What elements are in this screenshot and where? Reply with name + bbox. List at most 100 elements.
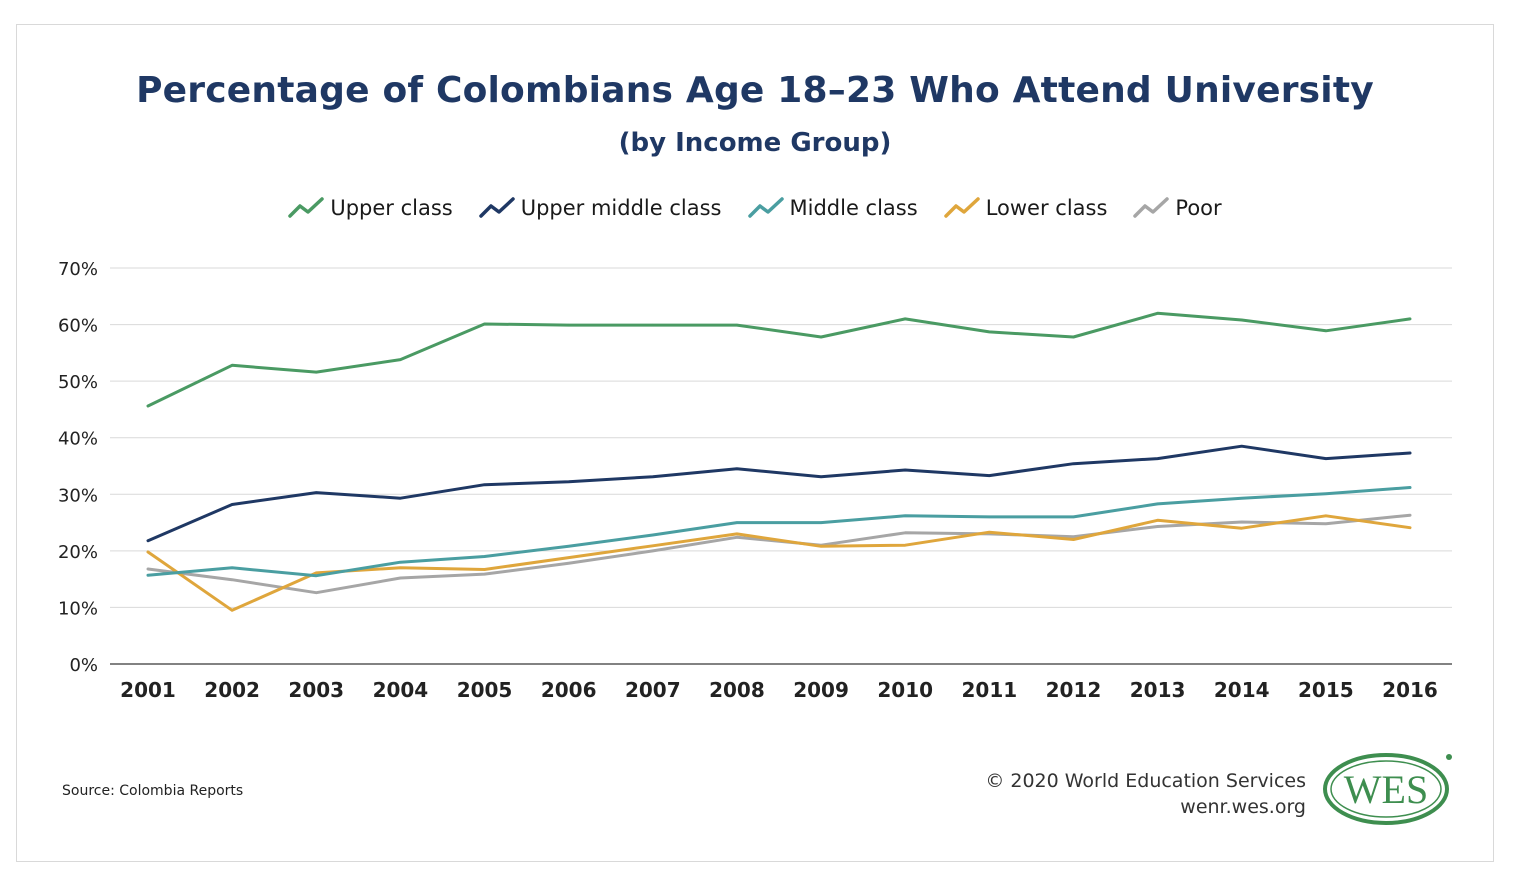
data-point <box>483 555 486 558</box>
data-point <box>819 521 823 524</box>
data-point <box>315 370 318 374</box>
legend-item: Upper middle class <box>478 196 722 220</box>
data-point <box>1156 525 1159 528</box>
data-point <box>988 515 991 519</box>
data-point <box>651 475 654 478</box>
copyright-block: © 2020 World Education Services wenr.wes… <box>985 768 1306 820</box>
chart-frame <box>16 24 1494 862</box>
wes-logo-text: WES <box>1344 767 1428 812</box>
chart-legend: Upper class Upper middle class Middle clas… <box>0 196 1510 220</box>
legend-swatch-icon <box>943 197 980 218</box>
data-point <box>315 571 318 575</box>
data-point <box>1324 522 1328 525</box>
data-point <box>230 609 234 612</box>
data-point <box>651 533 654 537</box>
data-point <box>819 335 823 339</box>
x-tick-label: 2006 <box>541 678 597 702</box>
data-point <box>988 474 991 477</box>
x-tick-label: 2002 <box>204 678 260 702</box>
data-point <box>230 578 234 581</box>
data-point <box>988 330 991 334</box>
data-point <box>1240 497 1243 500</box>
legend-label: Lower class <box>985 196 1108 220</box>
source-note: Source: Colombia Reports <box>62 783 244 799</box>
data-point <box>315 491 318 494</box>
legend-item: Lower class <box>943 196 1108 220</box>
data-point <box>146 567 150 571</box>
data-point <box>567 545 570 548</box>
data-point <box>735 536 739 539</box>
data-point <box>483 572 486 576</box>
x-tick-label: 2010 <box>877 678 933 702</box>
data-point <box>146 573 150 577</box>
legend-label: Upper middle class <box>520 196 722 220</box>
x-tick-label: 2015 <box>1298 678 1354 702</box>
y-tick-label: 20% <box>58 542 98 563</box>
y-tick-label: 30% <box>58 485 98 506</box>
legend-swatch-icon <box>288 197 325 218</box>
data-point <box>1240 318 1243 322</box>
data-point <box>567 480 570 484</box>
data-point <box>904 514 907 517</box>
data-point <box>146 404 150 408</box>
x-tick-label: 2003 <box>288 678 344 702</box>
data-point <box>1072 335 1075 339</box>
x-tick-label: 2001 <box>120 678 176 702</box>
data-point <box>904 531 907 534</box>
data-point <box>1156 312 1159 315</box>
data-point <box>1324 457 1328 460</box>
data-point <box>819 545 823 548</box>
data-point <box>651 323 654 327</box>
data-point <box>567 556 570 559</box>
data-point <box>1072 515 1075 519</box>
data-point <box>1240 527 1243 530</box>
y-tick-label: 70% <box>58 259 98 280</box>
data-point <box>1240 445 1243 448</box>
chart-subtitle: (by Income Group) <box>618 128 892 158</box>
data-point <box>1408 514 1412 517</box>
data-point <box>315 591 318 594</box>
x-tick-label: 2014 <box>1214 678 1270 702</box>
data-point <box>1072 538 1075 541</box>
x-tick-label: 2012 <box>1046 678 1102 702</box>
data-point <box>735 532 739 536</box>
legend-label: Middle class <box>789 196 918 220</box>
series-line-upper-class <box>146 311 1412 408</box>
data-point <box>735 323 739 327</box>
x-tick-label: 2016 <box>1382 678 1438 702</box>
y-tick-label: 60% <box>58 316 98 337</box>
data-point <box>904 317 907 321</box>
data-point <box>1240 520 1243 524</box>
legend-swatch-icon <box>747 197 784 218</box>
data-point <box>1156 519 1159 522</box>
x-tick-label: 2013 <box>1130 678 1186 702</box>
series-line-lower-class <box>146 514 1412 612</box>
data-point <box>735 467 739 471</box>
data-point <box>399 497 402 500</box>
legend-label: Upper class <box>330 196 453 220</box>
data-point <box>1408 317 1412 321</box>
data-point <box>399 566 402 570</box>
data-point <box>230 503 234 506</box>
copyright-text: © 2020 World Education Services <box>985 770 1306 792</box>
series-line-middle-class <box>146 486 1412 578</box>
legend-swatch-icon <box>1133 197 1170 218</box>
data-point <box>1324 492 1328 495</box>
y-tick-label: 40% <box>58 429 98 450</box>
data-point <box>483 568 486 571</box>
wes-logo: WES <box>1323 753 1452 825</box>
y-tick-label: 50% <box>58 372 98 393</box>
data-point <box>567 323 570 327</box>
legend-label: Poor <box>1175 196 1222 220</box>
data-point <box>988 530 991 534</box>
data-point <box>1156 502 1159 506</box>
data-point <box>230 566 234 570</box>
x-tick-label: 2005 <box>457 678 513 702</box>
data-point <box>1408 451 1412 455</box>
data-point <box>1408 486 1412 489</box>
data-point <box>230 364 234 367</box>
x-tick-label: 2008 <box>709 678 765 702</box>
data-point <box>483 483 486 486</box>
series-line-upper-middle-class <box>146 444 1412 543</box>
data-point <box>735 521 739 524</box>
